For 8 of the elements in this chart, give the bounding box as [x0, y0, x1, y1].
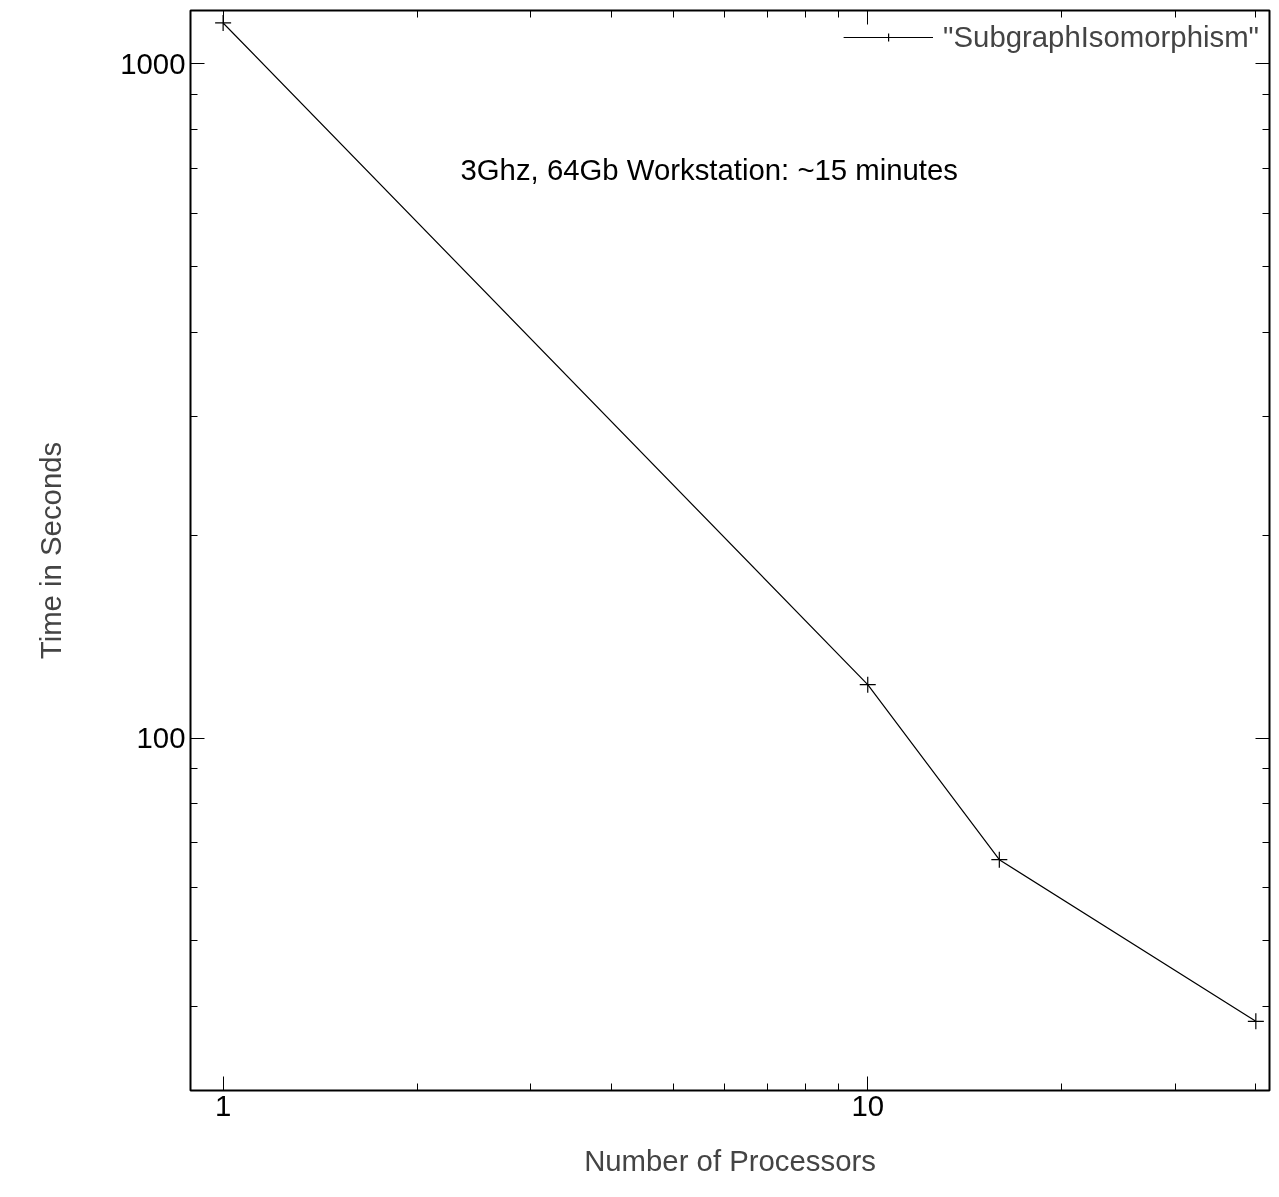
y-axis-title: Time in Seconds [34, 441, 68, 660]
legend-label: "SubgraphIsomorphism" [943, 20, 1259, 54]
y-tick-label: 1000 [120, 46, 186, 80]
y-tick-label: 100 [136, 721, 186, 755]
annotation: 3Ghz, 64Gb Workstation: ~15 minutes [460, 152, 958, 186]
x-axis-title: Number of Processors [584, 1143, 876, 1177]
x-tick-label: 1 [214, 1088, 232, 1122]
x-tick-label: 10 [851, 1088, 885, 1122]
